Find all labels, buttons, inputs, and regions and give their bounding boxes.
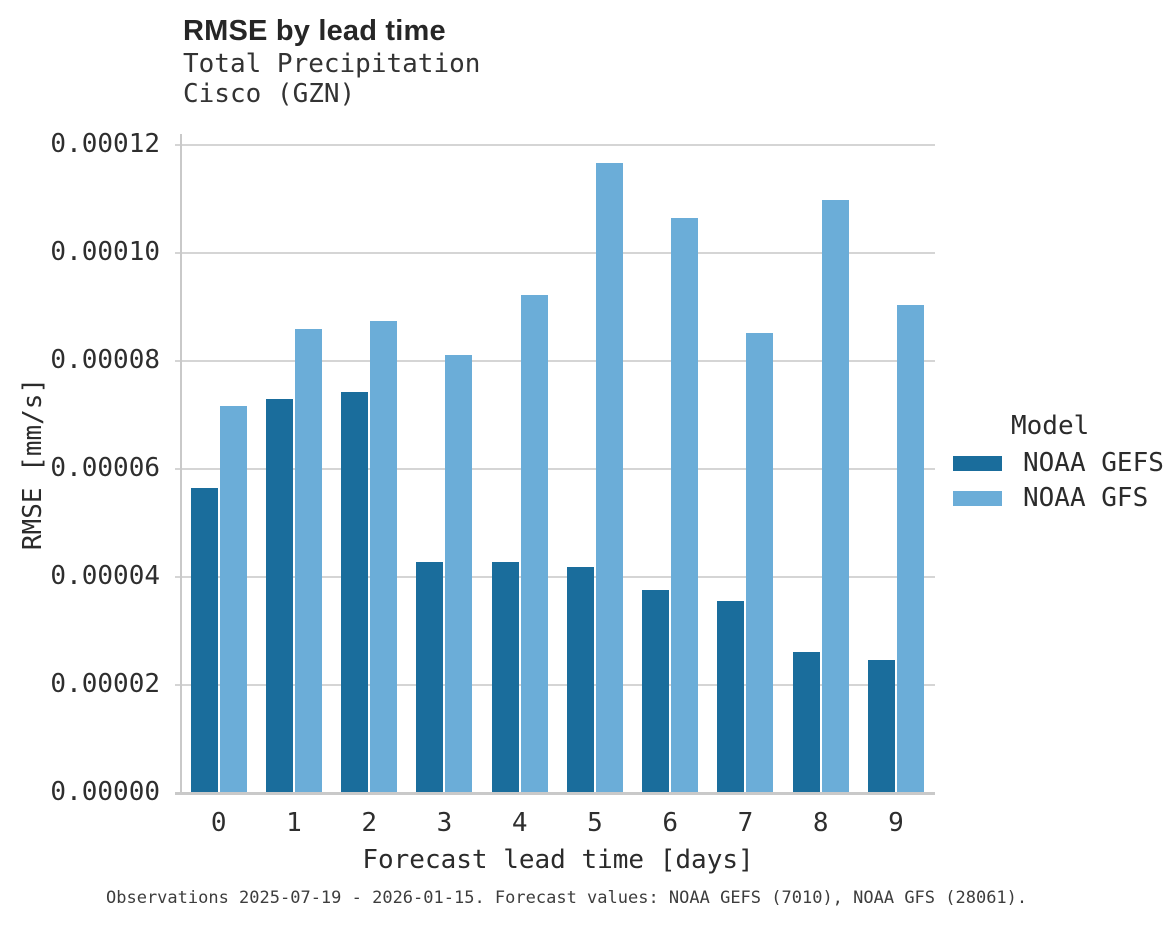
bar-noaa-gefs-day-4	[491, 562, 519, 793]
chart-subtitle-line-1: Total Precipitation	[183, 49, 481, 79]
y-tick-label-0.00004: 0.00004	[50, 561, 160, 591]
y-tick-label-0.00006: 0.00006	[50, 453, 160, 483]
y-tick-label-0.00000: 0.00000	[50, 777, 160, 807]
x-tick-label-3: 3	[436, 808, 453, 838]
gridline-y-0.00006	[175, 468, 935, 470]
legend-title: Model	[1011, 411, 1090, 441]
y-tick-label-0.00002: 0.00002	[50, 669, 160, 699]
x-tick-label-1: 1	[286, 808, 302, 838]
gridline-y-0.00008	[175, 360, 935, 362]
x-tick-label-2: 2	[361, 808, 378, 838]
bar-noaa-gfs-day-8	[821, 199, 849, 793]
bar-noaa-gefs-day-5	[566, 567, 594, 793]
y-axis-line	[180, 134, 182, 795]
x-axis-title: Forecast lead time [days]	[362, 845, 754, 875]
chart-subtitle: Total Precipitation Cisco (GZN)	[183, 49, 481, 109]
bar-noaa-gfs-day-5	[595, 163, 623, 793]
bar-noaa-gfs-day-9	[896, 305, 924, 793]
x-tick-label-8: 8	[812, 808, 829, 838]
gridline-y-0.00012	[175, 144, 935, 146]
x-tick-label-6: 6	[662, 808, 679, 838]
gridline-y-0.00004	[175, 576, 935, 578]
gridline-y-0.00010	[175, 252, 935, 254]
x-axis-line	[175, 792, 935, 795]
bar-noaa-gfs-day-4	[520, 295, 548, 793]
x-tick-label-4: 4	[511, 808, 528, 838]
bar-noaa-gfs-day-1	[294, 328, 322, 793]
bar-noaa-gefs-day-7	[717, 600, 745, 793]
bar-noaa-gfs-day-3	[445, 354, 473, 793]
bar-noaa-gfs-day-6	[671, 218, 699, 793]
bar-noaa-gefs-day-1	[265, 399, 293, 793]
chart-title: RMSE by lead time	[183, 15, 446, 47]
bar-noaa-gefs-day-8	[792, 652, 820, 793]
bar-noaa-gfs-day-0	[219, 405, 247, 793]
chart-subtitle-line-2: Cisco (GZN)	[183, 78, 356, 109]
caption: Observations 2025-07-19 - 2026-01-15. Fo…	[106, 888, 1028, 908]
legend-label-noaa-gefs: NOAA GEFS	[1023, 448, 1164, 478]
gridline-y-0.00002	[175, 684, 935, 686]
legend-swatch-noaa-gfs	[953, 490, 1002, 506]
bar-noaa-gfs-day-2	[370, 320, 398, 793]
x-tick-label-0: 0	[210, 808, 227, 838]
bar-noaa-gefs-day-0	[190, 488, 218, 793]
legend-item-noaa-gefs: NOAA GEFS	[953, 448, 1175, 478]
legend-item-noaa-gfs: NOAA GFS	[953, 483, 1175, 513]
legend-label-noaa-gfs: NOAA GFS	[1023, 483, 1149, 513]
x-tick-label-9: 9	[888, 808, 904, 838]
bar-noaa-gefs-day-2	[341, 391, 369, 793]
bar-noaa-gfs-day-7	[746, 332, 774, 793]
x-tick-label-5: 5	[587, 808, 603, 838]
y-tick-label-0.00010: 0.00010	[50, 237, 160, 267]
x-tick-label-7: 7	[737, 808, 754, 838]
bar-noaa-gefs-day-9	[867, 660, 895, 793]
y-tick-label-0.00012: 0.00012	[50, 129, 160, 159]
bar-noaa-gefs-day-3	[416, 562, 444, 793]
legend-swatch-noaa-gefs	[953, 455, 1002, 471]
y-tick-label-0.00008: 0.00008	[50, 345, 160, 375]
bar-noaa-gefs-day-6	[642, 589, 670, 793]
